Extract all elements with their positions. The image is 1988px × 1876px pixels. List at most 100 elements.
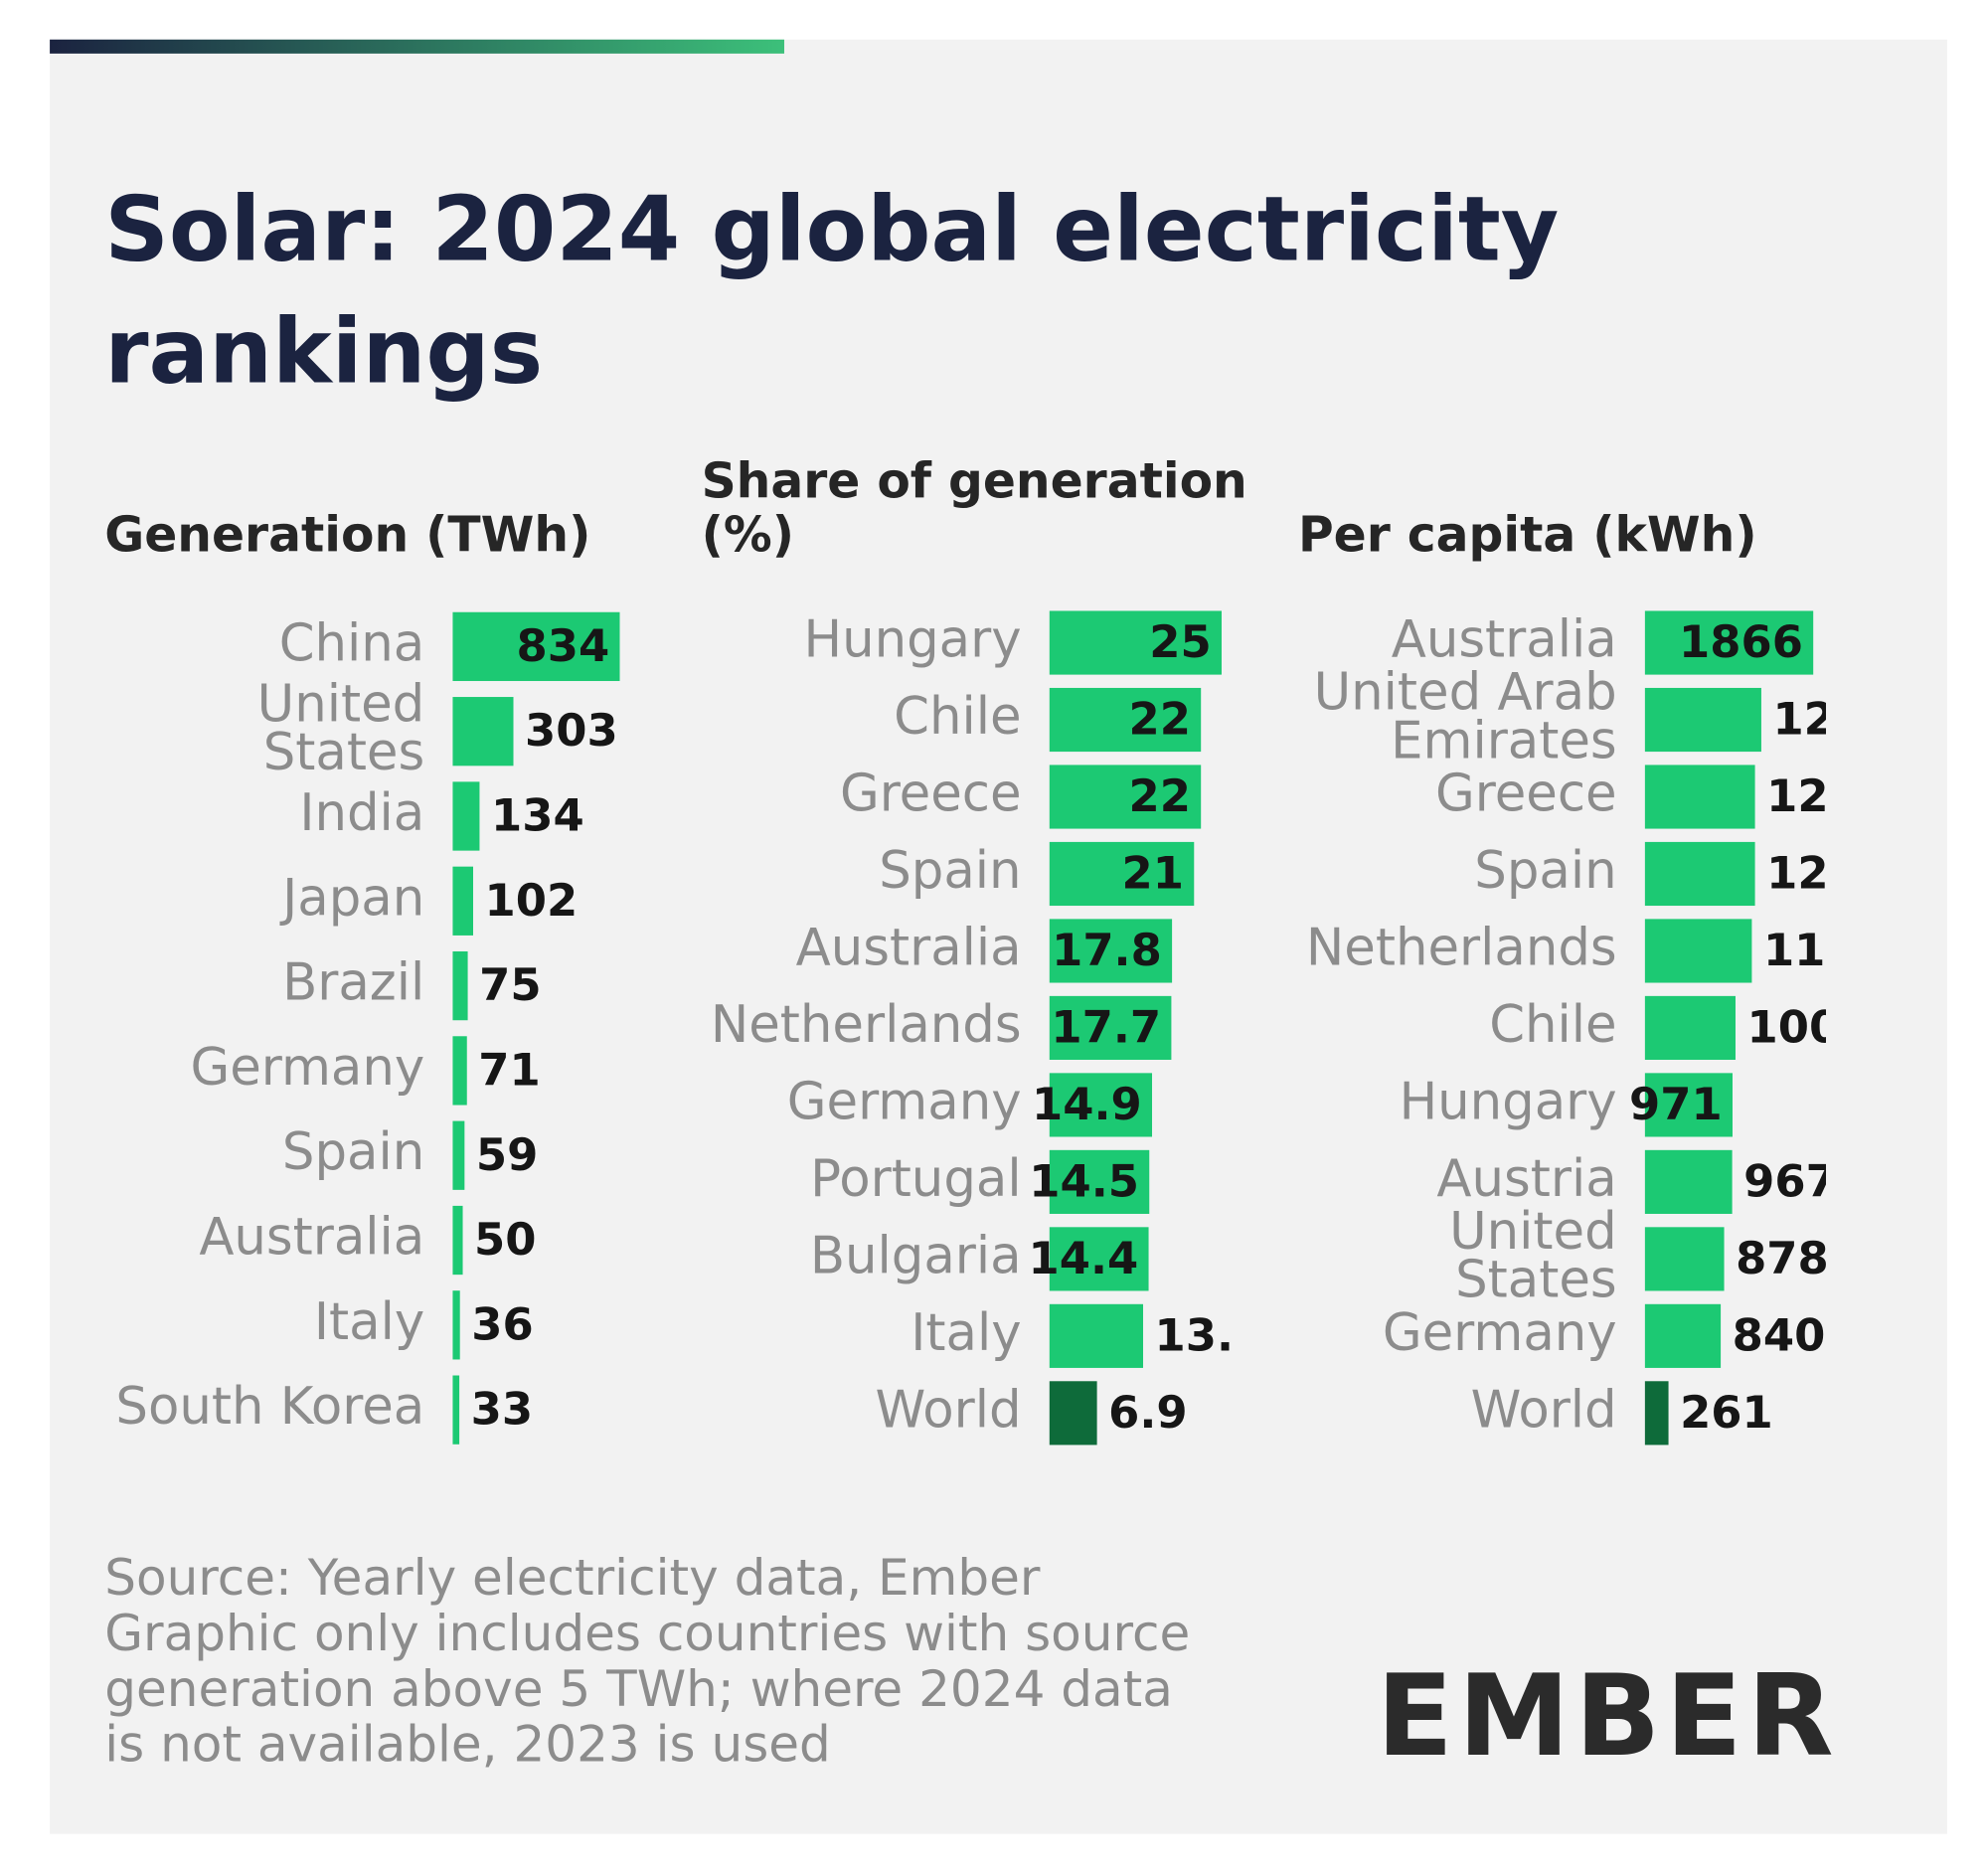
category-label: Brazil (282, 953, 424, 1013)
value-label: 59 (476, 1128, 538, 1181)
value-label: 1220 (1766, 847, 1891, 900)
value-label: 6.9 (1108, 1386, 1188, 1439)
category-label: World (1471, 1380, 1617, 1440)
category-label: World (876, 1380, 1022, 1440)
value-label: 1290 (1772, 693, 1897, 746)
category-label: United States (257, 674, 425, 782)
bar (1049, 1381, 1097, 1446)
value-label: 36 (471, 1297, 533, 1350)
bar (1049, 1073, 1153, 1137)
value-label: 13.6 (1155, 1308, 1265, 1361)
value-label: 971 (1629, 1078, 1723, 1130)
value-label: 967 (1743, 1154, 1837, 1207)
category-label: Italy (911, 1303, 1021, 1363)
value-label: 14.9 (1032, 1078, 1142, 1130)
category-label: Italy (314, 1292, 424, 1352)
value-label: 75 (479, 958, 541, 1011)
category-label: Australia (1392, 610, 1617, 670)
category-label: Hungary (804, 610, 1022, 670)
chart-title: Share of generation (%) (702, 453, 1247, 563)
value-label: 840 (1733, 1308, 1826, 1361)
bar (1644, 995, 1736, 1061)
title: Solar: 2024 global electricity rankings (104, 179, 1559, 405)
bar (1644, 919, 1752, 983)
value-label: 1866 (1679, 615, 1803, 668)
source-note: generation above 5 TWh; where 2024 data (104, 1660, 1173, 1718)
category-label: Australia (199, 1208, 424, 1268)
bar (1049, 687, 1202, 753)
bar (452, 697, 514, 767)
value-label: 261 (1680, 1386, 1773, 1439)
bar (1049, 919, 1173, 983)
value-label: 878 (1736, 1232, 1829, 1284)
bar (1644, 1381, 1669, 1446)
value-label: 134 (491, 789, 584, 842)
value-label: 14.5 (1029, 1154, 1139, 1207)
bar (452, 781, 480, 851)
bar (1644, 1227, 1725, 1291)
value-label: 21 (1122, 847, 1184, 900)
category-label: Germany (787, 1072, 1022, 1131)
bar (1049, 610, 1222, 675)
bar (452, 611, 620, 682)
value-label: 1185 (1763, 924, 1888, 976)
category-label: Portugal (810, 1149, 1021, 1209)
value-label: 1004 (1747, 1001, 1872, 1054)
bar (452, 1120, 465, 1190)
category-label: India (299, 783, 424, 843)
chart: China 834 United States 303 India 134 Japan 102 B… (115, 611, 620, 1445)
bar (1049, 765, 1202, 829)
value-label: 834 (517, 619, 610, 672)
category-label: Greece (840, 764, 1022, 823)
bar (452, 866, 474, 936)
value-label: 71 (478, 1043, 540, 1096)
bar (1644, 1073, 1733, 1137)
chart-title: Generation (TWh) (104, 507, 590, 563)
category-label: Chile (894, 687, 1021, 747)
source-note: Graphic only includes countries with sou… (104, 1605, 1190, 1662)
category-label: Chile (1489, 995, 1616, 1055)
value-label: 33 (471, 1383, 533, 1436)
card (50, 39, 1947, 1834)
value-label: 1220 (1766, 769, 1891, 822)
bar (1644, 687, 1761, 753)
bar (1644, 765, 1755, 829)
category-label: South Korea (115, 1377, 424, 1437)
value-label: 17.7 (1051, 1001, 1161, 1054)
value-label: 17.8 (1052, 924, 1162, 976)
value-label: 50 (474, 1213, 536, 1266)
category-label: Netherlands (1306, 918, 1617, 977)
category-label: Australia (796, 918, 1022, 977)
value-label: 14.4 (1029, 1232, 1139, 1284)
chart: Hungary 25 Chile 22 Greece 22 Spain 21 Australia… (711, 610, 1265, 1446)
logo: EMBER (1377, 1650, 1839, 1782)
value-label: 303 (525, 704, 618, 757)
bar (1049, 995, 1172, 1061)
bar (452, 1205, 463, 1276)
category-label: Japan (279, 868, 424, 928)
category-label: China (279, 613, 425, 673)
bar (1049, 1227, 1149, 1291)
bar (452, 1375, 460, 1445)
bar (452, 950, 468, 1021)
bar (452, 1036, 467, 1106)
accent-bar (50, 39, 784, 54)
bar (1644, 1149, 1733, 1214)
category-label: Spain (879, 841, 1021, 901)
bar (1644, 841, 1755, 907)
category-label: United Arab Emirates (1314, 663, 1617, 771)
category-label: Spain (282, 1122, 424, 1182)
category-label: United States (1449, 1202, 1617, 1310)
category-label: Austria (1436, 1149, 1616, 1209)
chart-title: Per capita (kWh) (1298, 507, 1757, 563)
value-label: 22 (1128, 693, 1190, 746)
bar (452, 1290, 460, 1360)
category-label: Bulgaria (810, 1226, 1022, 1285)
bar (1049, 1149, 1150, 1214)
source-note: Source: Yearly electricity data, Ember (104, 1549, 1041, 1607)
category-label: Germany (190, 1038, 424, 1098)
value-label: 102 (485, 874, 579, 927)
value-label: 22 (1128, 769, 1190, 822)
bar (1644, 1303, 1722, 1368)
